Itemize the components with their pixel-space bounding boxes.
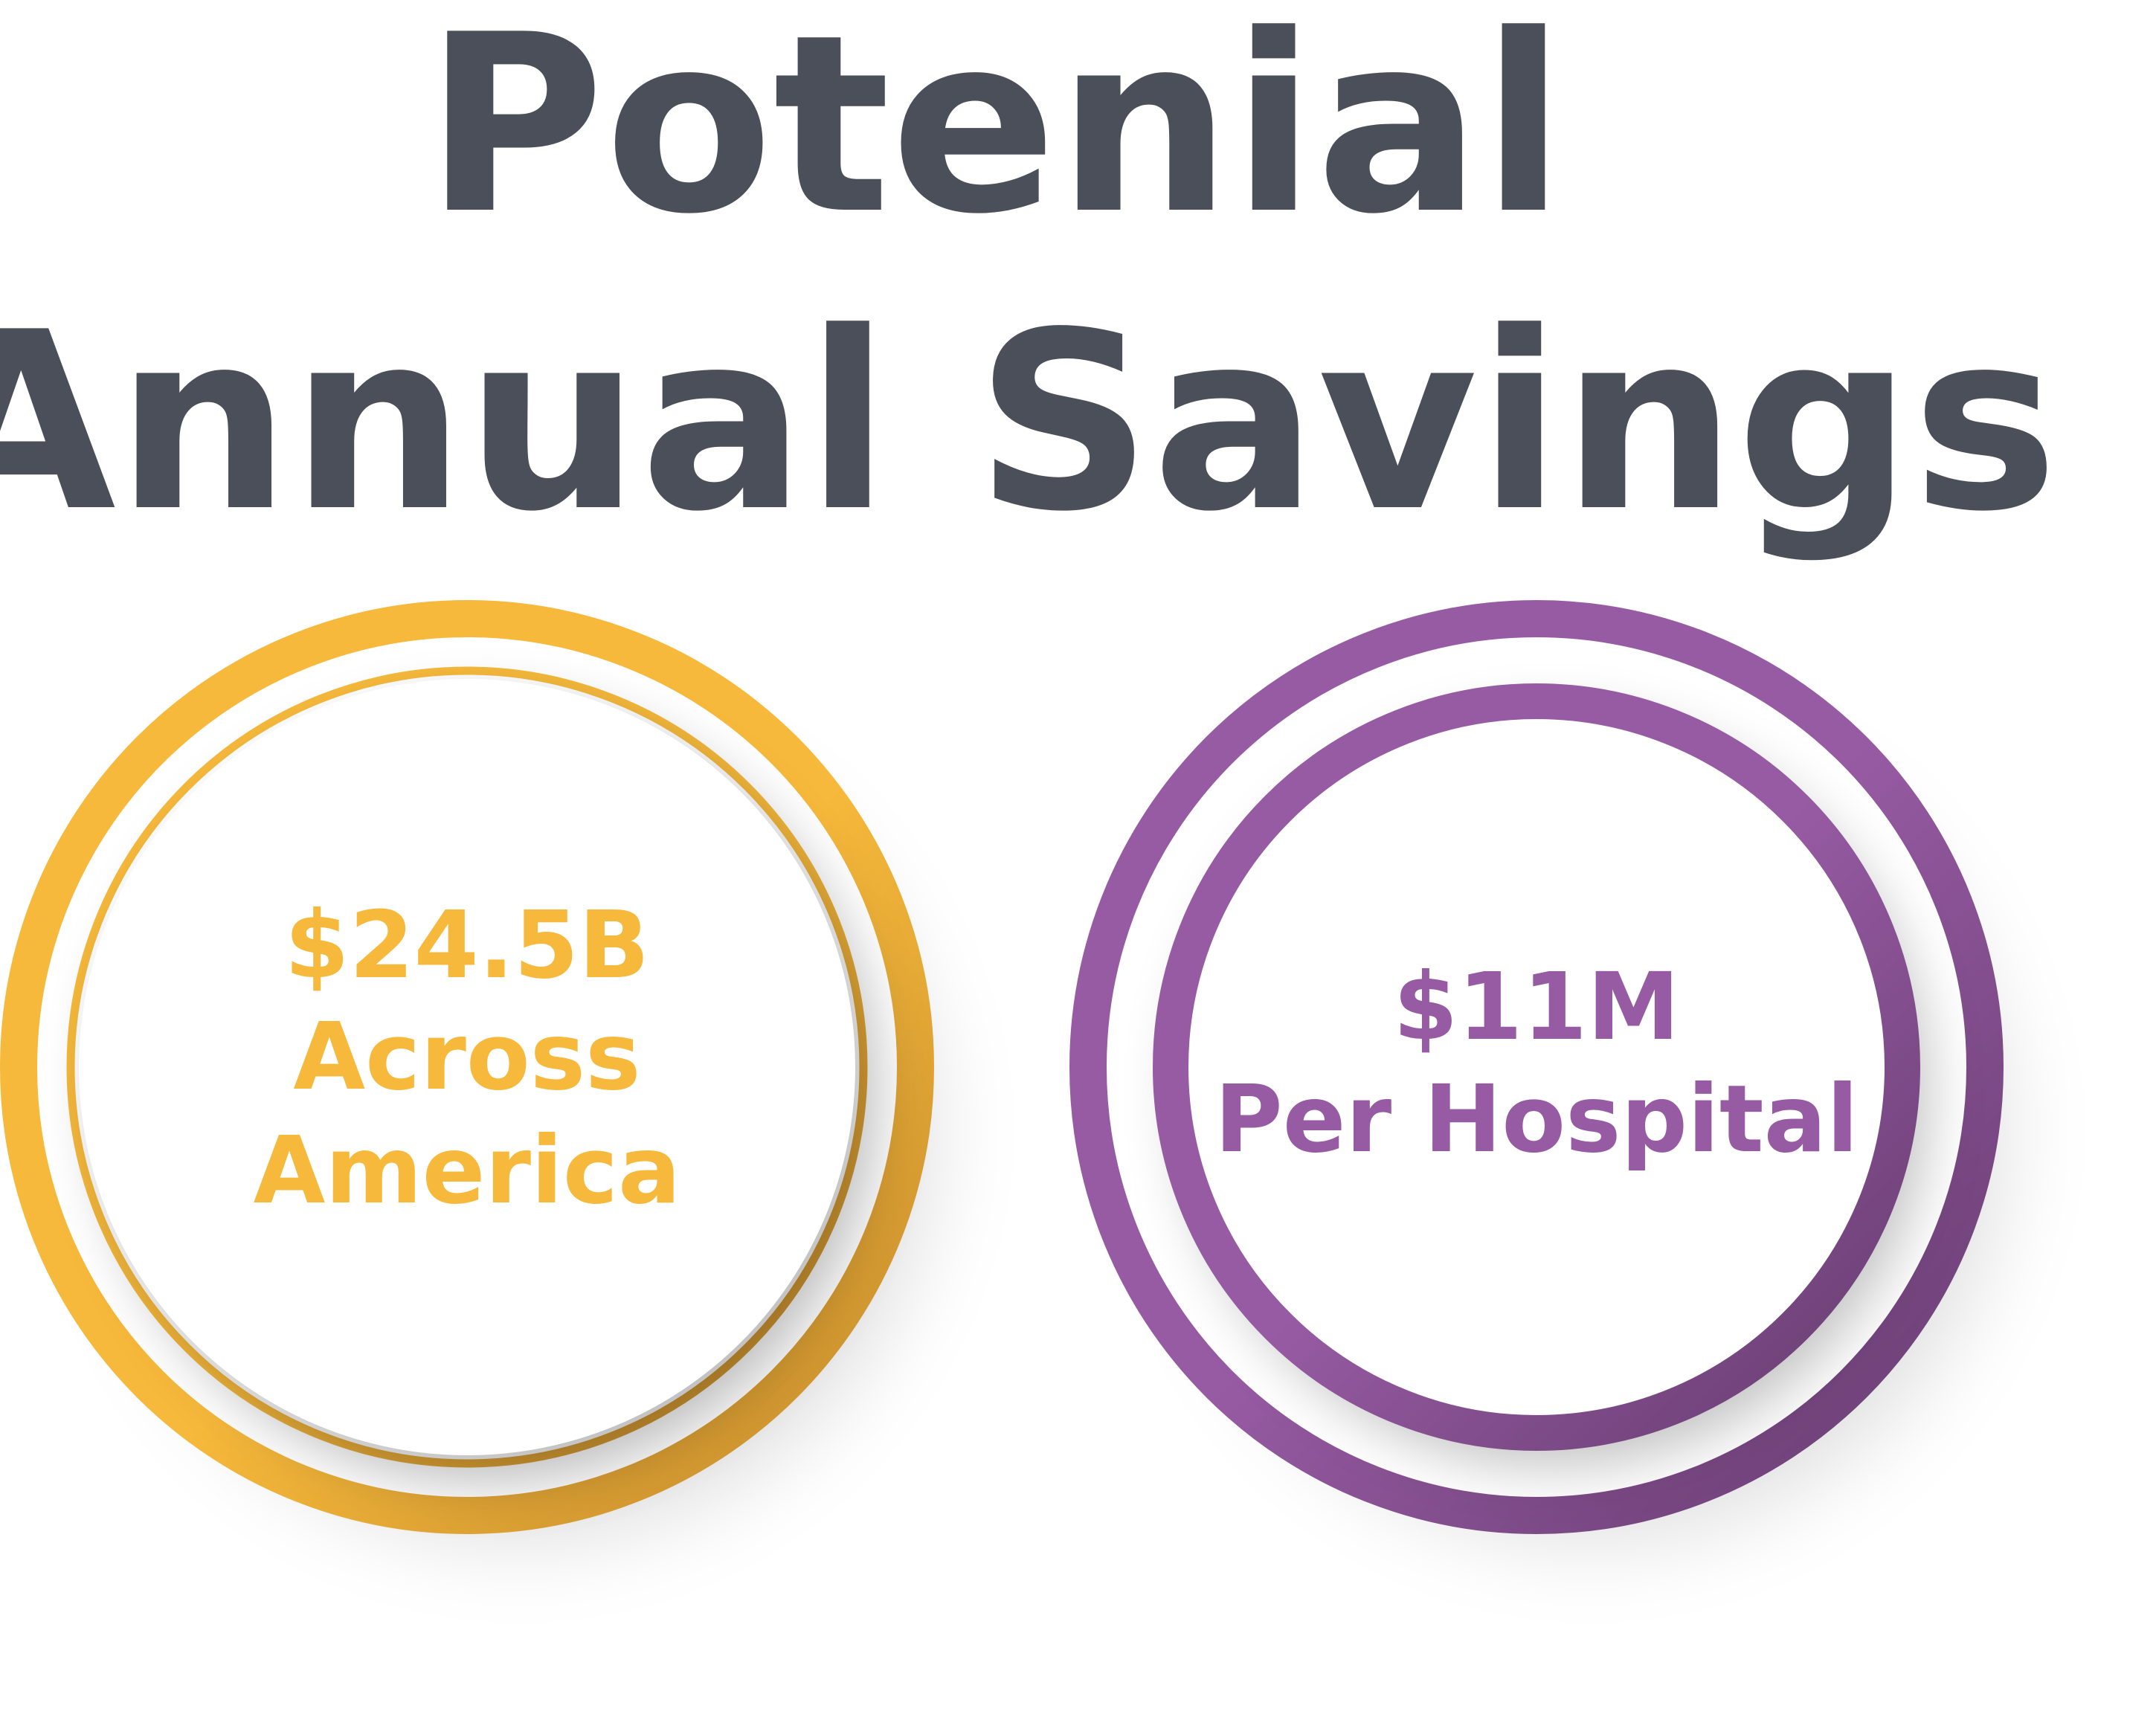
title-line-1: Potenial <box>425 0 1565 268</box>
stat-value: $11M <box>1393 953 1679 1061</box>
stat-value: $24.5B <box>285 892 650 999</box>
stat-label-line-1: Across <box>293 1003 640 1111</box>
stat-label-line-2: America <box>254 1117 681 1225</box>
inner-ring <box>1153 683 1920 1451</box>
stat-label-line-1: Per Hospital <box>1214 1066 1859 1173</box>
stat-circle-hospital: $11M Per Hospital <box>1069 600 2053 1591</box>
stat-circle-america: $24.5B Across America <box>0 600 982 1591</box>
white-disk <box>79 679 855 1455</box>
title-line-2: Annual Savings <box>0 280 2059 565</box>
